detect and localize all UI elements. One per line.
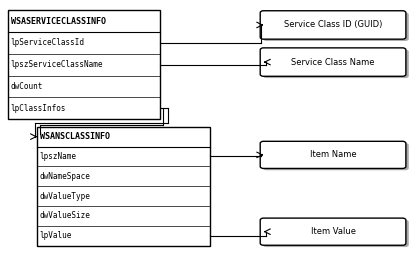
Text: lpServiceClassId: lpServiceClassId [11, 38, 85, 47]
FancyBboxPatch shape [263, 143, 409, 170]
Text: dwValueType: dwValueType [40, 192, 91, 201]
Text: Item Value: Item Value [310, 227, 356, 236]
Text: dwCount: dwCount [11, 82, 43, 91]
Text: dwValueSize: dwValueSize [40, 211, 91, 220]
FancyBboxPatch shape [260, 48, 406, 76]
Bar [8, 10, 160, 119]
FancyBboxPatch shape [260, 218, 406, 245]
Text: lpValue: lpValue [40, 231, 72, 240]
Text: lpszServiceClassName: lpszServiceClassName [11, 60, 103, 69]
FancyBboxPatch shape [263, 13, 409, 41]
Text: Service Class Name: Service Class Name [291, 58, 375, 67]
Text: lpClassInfos: lpClassInfos [11, 104, 66, 113]
Text: WSASERVICECLASSINFO: WSASERVICECLASSINFO [11, 17, 106, 26]
FancyBboxPatch shape [263, 220, 409, 247]
FancyBboxPatch shape [260, 141, 406, 168]
FancyBboxPatch shape [260, 11, 406, 39]
Bar [37, 127, 210, 246]
Text: Service Class ID (GUID): Service Class ID (GUID) [284, 20, 382, 29]
Text: WSANSCLASSINFO: WSANSCLASSINFO [40, 132, 110, 141]
Text: dwNameSpace: dwNameSpace [40, 172, 91, 181]
FancyBboxPatch shape [263, 50, 409, 78]
Text: lpszName: lpszName [40, 152, 77, 161]
Text: Item Name: Item Name [310, 150, 356, 159]
